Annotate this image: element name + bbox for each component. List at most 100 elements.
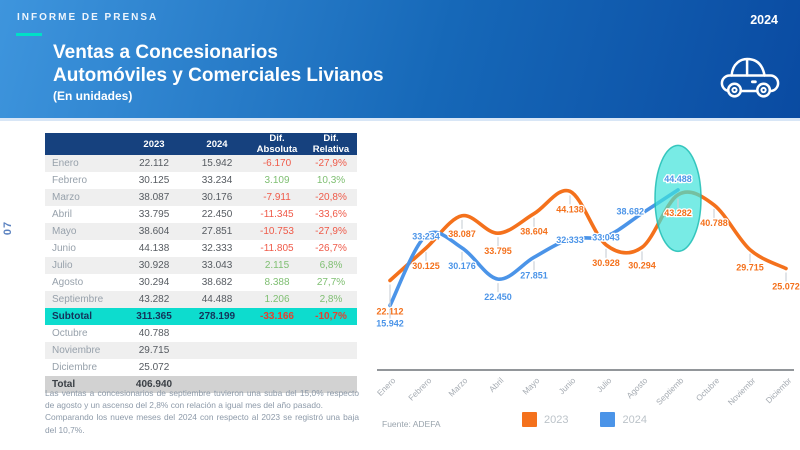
table-cell: Julio xyxy=(45,257,123,274)
table-cell xyxy=(185,342,249,359)
table-cell: 1.206 xyxy=(249,291,305,308)
data-label: 30.125 xyxy=(412,261,440,271)
table-cell: 29.715 xyxy=(123,342,185,359)
table-cell: 27.851 xyxy=(185,223,249,240)
table-cell: -27,9% xyxy=(305,223,357,240)
table-cell: Septiembre xyxy=(45,291,123,308)
table-cell: Febrero xyxy=(45,172,123,189)
legend-label: 2024 xyxy=(622,413,647,426)
table-row-julio: Julio 30.928 33.043 2.115 6,8% xyxy=(45,257,357,274)
table-cell: 38.087 xyxy=(123,189,185,206)
table-cell xyxy=(185,376,249,393)
series-line-2023 xyxy=(388,188,788,283)
table-cell xyxy=(305,376,357,393)
table-row-septiembre: Septiembre 43.282 44.488 1.206 2,8% xyxy=(45,291,357,308)
table-column-header xyxy=(45,133,123,155)
table-cell: 33.234 xyxy=(185,172,249,189)
table-cell: -11.345 xyxy=(249,206,305,223)
data-label: 38.604 xyxy=(520,227,548,237)
table-cell: -33,6% xyxy=(305,206,357,223)
table-cell: -27,9% xyxy=(305,155,357,172)
table-cell: -33.166 xyxy=(249,308,305,325)
car-icon xyxy=(720,57,780,98)
table-cell: 2.115 xyxy=(249,257,305,274)
table-cell: 33.795 xyxy=(123,206,185,223)
table-cell: 15.942 xyxy=(185,155,249,172)
table-cell: -26,7% xyxy=(305,240,357,257)
page-title-line2: Automóviles y Comerciales Livianos xyxy=(53,65,384,86)
data-label: 43.282 xyxy=(664,208,692,218)
data-label: 32.333 xyxy=(556,235,584,245)
table-cell: 27,7% xyxy=(305,274,357,291)
table-row-diciembre: Diciembre 25.072 xyxy=(45,359,357,376)
x-tick-label: Marzo xyxy=(447,376,470,399)
table-cell: Octubre xyxy=(45,325,123,342)
table-cell: 43.282 xyxy=(123,291,185,308)
table-cell: 38.604 xyxy=(123,223,185,240)
table-cell xyxy=(249,376,305,393)
data-label: 38.682 xyxy=(616,206,644,216)
x-tick-label: Agosto xyxy=(625,376,650,401)
table-column-header: Dif. Relativa xyxy=(305,133,357,155)
table-cell: Subtotal xyxy=(45,308,123,325)
table-row-total: Total 406.940 xyxy=(45,376,357,393)
chart-footer: Fuente: ADEFA 2023 2024 xyxy=(362,410,798,436)
table-header-row: 2023 2024 Dif. Absoluta Dif. Relativa xyxy=(45,133,357,155)
table-cell: Noviembre xyxy=(45,342,123,359)
x-tick-label: Abril xyxy=(487,376,505,394)
table-row-junio: Junio 44.138 32.333 -11.805 -26,7% xyxy=(45,240,357,257)
table-cell: -10.753 xyxy=(249,223,305,240)
table-cell: 10,3% xyxy=(305,172,357,189)
table-cell: Diciembre xyxy=(45,359,123,376)
data-label: 33.234 xyxy=(412,231,440,241)
table-cell: Agosto xyxy=(45,274,123,291)
table-cell: 25.072 xyxy=(123,359,185,376)
x-tick-label: Enero xyxy=(376,376,398,398)
table-cell: 406.940 xyxy=(123,376,185,393)
table-cell: Marzo xyxy=(45,189,123,206)
table-cell: 30.176 xyxy=(185,189,249,206)
table-cell: 44.138 xyxy=(123,240,185,257)
table-row-marzo: Marzo 38.087 30.176 -7.911 -20,8% xyxy=(45,189,357,206)
sales-chart-panel: 22.112 30.125 38.087 33.795 38.604 44.138 30.9… xyxy=(362,132,800,444)
table-cell: Abril xyxy=(45,206,123,223)
table-row-noviembre: Noviembre 29.715 xyxy=(45,342,357,359)
footnote-1: Las ventas a concesionarios de septiembr… xyxy=(45,388,359,411)
x-tick-label: Febrero xyxy=(407,376,434,403)
table-cell: -20,8% xyxy=(305,189,357,206)
x-tick-label: Septiemb xyxy=(655,376,686,407)
table-cell xyxy=(185,325,249,342)
page-number: 07 xyxy=(2,220,15,236)
series-line-2024 xyxy=(388,188,680,308)
table-cell: 2,8% xyxy=(305,291,357,308)
table-cell xyxy=(249,325,305,342)
table-cell: Enero xyxy=(45,155,123,172)
data-label: 30.176 xyxy=(448,261,476,271)
footnotes: Las ventas a concesionarios de septiembr… xyxy=(45,387,359,436)
data-label: 15.942 xyxy=(376,318,404,328)
table-row-enero: Enero 22.112 15.942 -6.170 -27,9% xyxy=(45,155,357,172)
table-column-header: 2024 xyxy=(185,133,249,155)
x-tick-label: Mayo xyxy=(521,376,542,397)
report-kicker: INFORME DE PRENSA xyxy=(17,12,159,23)
x-tick-label: Junio xyxy=(557,376,578,397)
table-row-agosto: Agosto 30.294 38.682 8.388 27,7% xyxy=(45,274,357,291)
data-label: 40.788 xyxy=(700,218,728,228)
data-label: 38.087 xyxy=(448,229,476,239)
footnote-2: Comparando los nueve meses del 2024 con … xyxy=(45,412,359,435)
chart-source: Fuente: ADEFA xyxy=(382,419,441,429)
table-cell: -10,7% xyxy=(305,308,357,325)
table-cell xyxy=(305,325,357,342)
table-cell: 44.488 xyxy=(185,291,249,308)
data-label: 33.795 xyxy=(484,246,512,256)
table-cell: 6,8% xyxy=(305,257,357,274)
title-block: Ventas a Concesionarios Automóviles y Co… xyxy=(53,41,384,103)
data-label: 44.488 xyxy=(664,174,692,184)
table-cell xyxy=(249,359,305,376)
table-cell: 32.333 xyxy=(185,240,249,257)
legend-swatch xyxy=(522,412,537,427)
data-label: 25.072 xyxy=(772,282,800,292)
table-cell: 311.365 xyxy=(123,308,185,325)
table-row-febrero: Febrero 30.125 33.234 3.109 10,3% xyxy=(45,172,357,189)
x-tick-label: Julio xyxy=(595,376,614,395)
